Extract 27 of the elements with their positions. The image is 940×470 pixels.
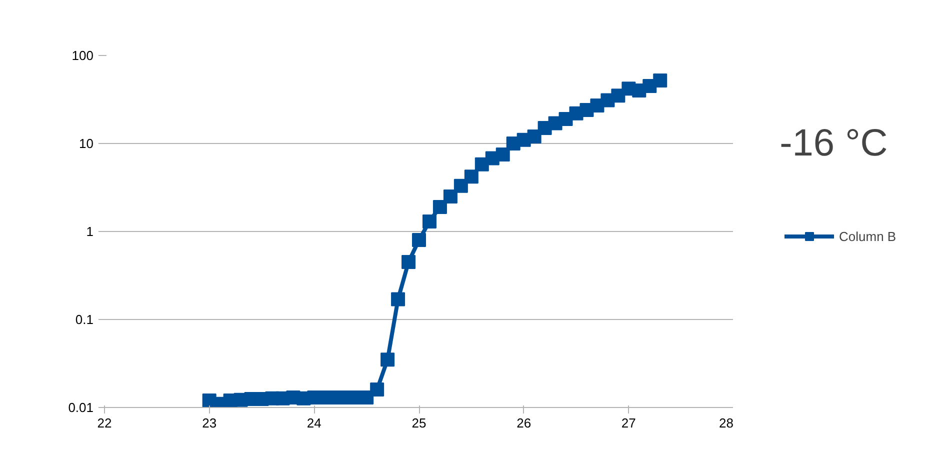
point bbox=[527, 130, 542, 144]
point bbox=[464, 170, 478, 184]
x-tick-label: 22 bbox=[97, 416, 112, 430]
point bbox=[443, 189, 458, 204]
point bbox=[412, 233, 426, 248]
x-tick-label: 26 bbox=[516, 416, 532, 430]
point bbox=[370, 382, 384, 397]
legend-label: Column B bbox=[839, 228, 896, 244]
point bbox=[432, 200, 447, 214]
point bbox=[454, 178, 468, 193]
point bbox=[402, 255, 416, 270]
y-tick-label: 0.01 bbox=[68, 400, 94, 415]
y-tick-label: 100 bbox=[72, 48, 94, 63]
point bbox=[422, 214, 436, 228]
point bbox=[496, 147, 510, 162]
x-tick-label: 28 bbox=[719, 416, 734, 430]
x-tick-label: 27 bbox=[621, 416, 636, 430]
y-tick-label: 0.1 bbox=[75, 312, 94, 327]
text: -16 °C bbox=[780, 122, 888, 165]
x-tick-label: 23 bbox=[202, 416, 217, 430]
x-tick-label: 25 bbox=[412, 416, 426, 430]
x-tick-label: 24 bbox=[306, 416, 322, 430]
point bbox=[380, 352, 395, 367]
point bbox=[653, 73, 668, 88]
y-tick-label: 10 bbox=[79, 136, 94, 151]
point bbox=[391, 292, 406, 306]
y-tick-label: 1 bbox=[86, 224, 94, 239]
